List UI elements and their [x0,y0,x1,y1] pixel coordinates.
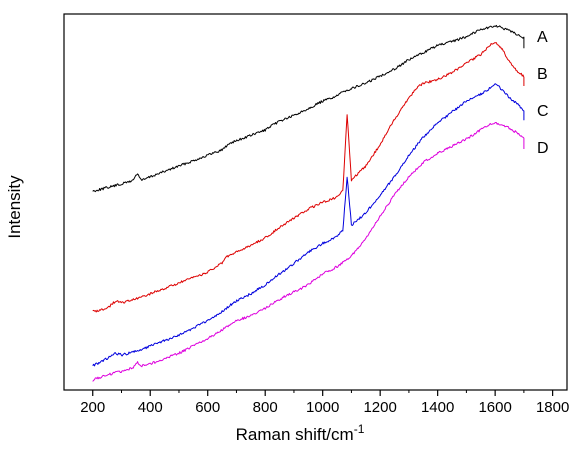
series-lines [92,24,525,382]
x-axis-title: Raman shift/cm-1 [236,422,365,444]
series-line-b [92,42,525,313]
x-axis-ticks: 200 400 600 800 1000 1200 1400 1600 1800 [80,390,569,416]
x-axis-title-main: Raman shift/cm [236,425,354,444]
x-tick-label: 800 [253,399,278,416]
x-tick-label: 1000 [306,399,339,416]
series-label-b: B [537,66,548,83]
x-tick-label: 600 [195,399,220,416]
series-label-d: D [537,140,549,157]
x-tick-label: 400 [138,399,163,416]
series-line-a [92,24,525,193]
series-labels: A B C D [537,29,549,157]
plot-frame [63,13,568,391]
series-line-d [92,122,525,382]
x-tick-label: 1200 [363,399,396,416]
x-tick-label: 200 [80,399,105,416]
series-label-c: C [537,103,549,120]
x-tick-label: 1800 [536,399,569,416]
x-tick-label: 1600 [478,399,511,416]
series-label-a: A [537,29,548,46]
x-tick-label: 1400 [421,399,454,416]
series-line-c [92,83,525,367]
y-axis-title: Intensity [5,175,24,239]
x-axis-title-superscript: -1 [354,422,365,436]
